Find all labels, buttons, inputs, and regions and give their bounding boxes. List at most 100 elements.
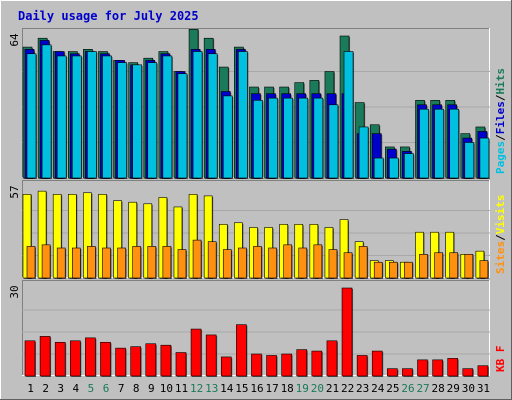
x-label-day-4: 4 (73, 382, 80, 395)
bar-sites-day-15 (238, 247, 247, 279)
bar-kbytes-day-10 (160, 344, 172, 377)
bar-kbytes-day-20 (311, 350, 323, 377)
bar-pages-day-26 (404, 153, 414, 179)
x-axis-labels: 1 2 3 4 5 6 7 8 9 10 11 12 13 14 15 16 17 18 19 20 21 22 23 24 2… (27, 382, 490, 395)
x-label-day-1: 1 (27, 382, 34, 395)
bar-pages-day-6 (102, 55, 112, 179)
x-label-day-17: 17 (265, 382, 278, 395)
bar-layer (22, 29, 490, 377)
x-label-day-19: 19 (296, 382, 309, 395)
bar-sites-day-14 (222, 249, 232, 279)
bar-pages-day-14 (222, 95, 233, 179)
bar-sites-day-11 (177, 249, 187, 279)
x-label-day-9: 9 (148, 382, 155, 395)
bar-kbytes-day-23 (356, 355, 368, 377)
bar-sites-day-4 (71, 247, 81, 279)
bar-kbytes-day-29 (447, 358, 459, 377)
bar-sites-day-10 (162, 246, 172, 279)
bar-sites-day-29 (449, 252, 459, 279)
x-label-day-11: 11 (175, 382, 188, 395)
bar-kbytes-day-3 (54, 341, 66, 377)
bar-kbytes-day-8 (130, 346, 141, 377)
bar-pages-day-11 (177, 73, 188, 179)
bar-kbytes-day-24 (371, 350, 383, 377)
bar-pages-day-19 (298, 97, 309, 179)
legend-item-visits-sites-2: Visits (494, 195, 507, 235)
bar-kbytes-day-2 (39, 336, 51, 377)
bar-kbytes-day-27 (417, 359, 428, 377)
legend-item-hits-files-pages-0: Pages (494, 141, 507, 174)
x-label-day-26: 26 (401, 382, 414, 395)
bar-sites-day-30 (464, 254, 474, 279)
x-label-day-3: 3 (57, 382, 64, 395)
bar-kbytes-day-13 (205, 334, 217, 377)
bar-kbytes-day-22 (341, 287, 353, 377)
x-label-day-8: 8 (133, 382, 140, 395)
bar-pages-day-28 (434, 108, 444, 179)
bar-pages-day-20 (313, 97, 324, 179)
bar-sites-day-9 (147, 246, 157, 279)
legend-item-hits-files-pages-2: Files (494, 101, 507, 134)
bar-sites-day-18 (283, 244, 292, 279)
y-max-labels: 64 57 30 (8, 33, 21, 299)
bar-pages-day-9 (147, 62, 158, 179)
bar-sites-day-23 (358, 246, 368, 279)
bar-pages-day-27 (419, 108, 429, 179)
x-label-day-6: 6 (103, 382, 110, 395)
bar-kbytes-day-15 (236, 324, 247, 377)
x-label-day-13: 13 (205, 382, 218, 395)
bar-sites-day-31 (479, 260, 489, 279)
bar-sites-day-5 (87, 246, 96, 279)
bar-pages-day-3 (56, 55, 67, 179)
legend-visits-sites: Sites/Visits (494, 195, 507, 275)
x-label-day-21: 21 (326, 382, 339, 395)
legend-item-kbytes-1: F (494, 346, 507, 353)
legend-item-hits-files-pages-1: / (494, 134, 507, 141)
bar-kbytes-day-9 (145, 343, 157, 377)
bar-kbytes-day-4 (69, 340, 81, 377)
bar-pages-day-31 (479, 137, 490, 179)
legend-item-hits-files-pages-3: / (494, 94, 507, 101)
bar-pages-day-29 (449, 108, 460, 179)
legend-hits-files-pages: Pages/Files/Hits (494, 68, 507, 174)
x-label-day-30: 30 (462, 382, 475, 395)
x-label-day-15: 15 (235, 382, 248, 395)
bar-kbytes-day-11 (175, 352, 187, 377)
legend-item-visits-sites-1: / (494, 234, 507, 241)
bar-kbytes-day-31 (477, 365, 489, 377)
bar-pages-day-10 (162, 55, 173, 179)
bar-pages-day-4 (71, 55, 82, 179)
bar-kbytes-day-30 (462, 368, 474, 377)
legend-kbytes: KB F (494, 346, 507, 373)
bar-sites-day-16 (253, 246, 262, 279)
x-label-day-29: 29 (447, 382, 460, 395)
bar-sites-day-21 (328, 249, 338, 279)
bar-pages-day-23 (358, 126, 369, 179)
y-max-label-1: 64 (8, 33, 21, 47)
bar-sites-day-13 (207, 241, 217, 279)
bar-kbytes-day-25 (387, 368, 398, 377)
bar-pages-day-8 (132, 64, 142, 179)
bar-pages-day-1 (26, 53, 37, 179)
x-label-day-31: 31 (477, 382, 490, 395)
bar-pages-day-18 (283, 97, 293, 179)
x-label-day-24: 24 (371, 382, 385, 395)
legend-item-visits-sites-0: Sites (494, 241, 507, 274)
bar-pages-day-30 (464, 142, 475, 179)
x-label-day-5: 5 (88, 382, 95, 395)
bar-kbytes-day-6 (100, 341, 111, 377)
bar-pages-day-7 (117, 62, 127, 179)
bar-pages-day-12 (192, 51, 203, 179)
chart-title: Daily usage for July 2025 (18, 9, 199, 23)
bar-sites-day-28 (434, 252, 443, 279)
x-label-day-10: 10 (160, 382, 173, 395)
x-label-day-18: 18 (281, 382, 294, 395)
bar-kbytes-day-19 (296, 349, 308, 377)
bar-kbytes-day-21 (326, 340, 338, 377)
bar-pages-day-24 (373, 157, 384, 179)
x-label-day-27: 27 (416, 382, 429, 395)
bar-sites-day-2 (41, 244, 51, 279)
bar-kbytes-day-1 (24, 340, 36, 377)
bar-kbytes-day-26 (402, 368, 413, 377)
